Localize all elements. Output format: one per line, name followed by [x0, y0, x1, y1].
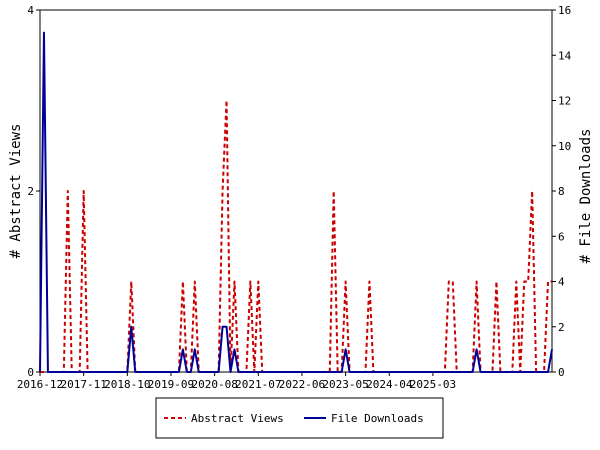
left-tick-label: 2	[27, 185, 34, 198]
legend-label-abstract-views: Abstract Views	[191, 412, 284, 425]
x-tick-label: 2020-08	[191, 378, 237, 391]
x-tick-label: 2023-05	[322, 378, 368, 391]
x-tick-label: 2021-07	[235, 378, 281, 391]
series-line-file-downloads	[39, 31, 553, 373]
left-axis-title: # Abstract Views	[8, 124, 24, 259]
right-axis-title: # File Downloads	[578, 129, 594, 264]
x-tick-label: 2018-10	[104, 378, 150, 391]
right-tick-label: 4	[558, 276, 565, 289]
right-tick-label: 14	[558, 49, 572, 62]
x-tick-label: 2019-09	[148, 378, 194, 391]
legend: Abstract Views File Downloads	[155, 397, 444, 439]
left-axis-ticks: 0 2 4	[27, 4, 40, 379]
left-tick-label: 0	[27, 366, 34, 379]
right-tick-label: 0	[558, 366, 565, 379]
left-tick-label: 4	[27, 4, 34, 17]
legend-box	[155, 397, 444, 439]
x-tick-label: 2016-12	[17, 378, 63, 391]
right-axis-ticks: 0 2 4 6 8 10 12 14 16	[552, 4, 572, 379]
legend-label-file-downloads: File Downloads	[331, 412, 424, 425]
x-tick-label: 2025-03	[410, 378, 456, 391]
right-tick-label: 16	[558, 4, 571, 17]
plot-area	[39, 9, 553, 373]
right-tick-label: 10	[558, 140, 571, 153]
x-tick-label: 2017-11	[60, 378, 106, 391]
x-tick-label: 2024-04	[366, 378, 413, 391]
right-tick-label: 6	[558, 230, 565, 243]
right-tick-label: 8	[558, 185, 565, 198]
x-tick-label: 2022-06	[279, 378, 325, 391]
series-layer	[39, 31, 553, 373]
right-tick-label: 2	[558, 321, 565, 334]
right-tick-label: 12	[558, 95, 571, 108]
x-axis-ticks: 2016-122017-112018-102019-092020-082021-…	[17, 372, 456, 391]
